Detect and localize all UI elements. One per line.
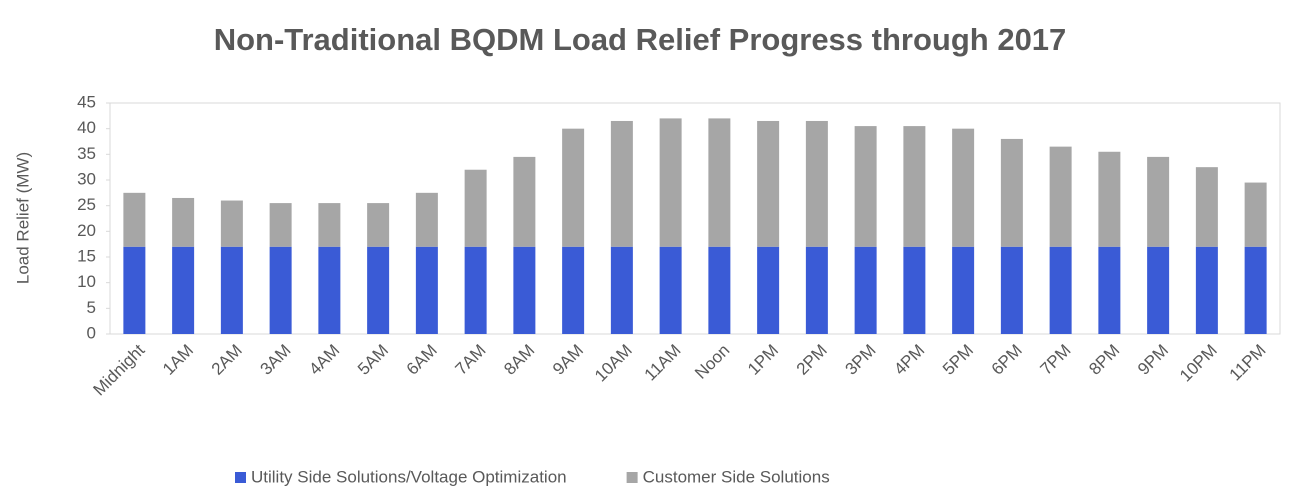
chart-title: Non-Traditional BQDM Load Relief Progres… (214, 22, 1067, 57)
bar-segment (513, 156, 536, 247)
bar-segment (854, 246, 877, 334)
bar-segment (1098, 151, 1121, 247)
x-tick-label: Noon (691, 341, 733, 383)
y-tick-label: 40 (77, 118, 96, 137)
bar-segment (562, 246, 585, 334)
legend-swatch (235, 472, 246, 483)
bar-segment (610, 246, 633, 334)
bar-segment (1195, 246, 1218, 334)
bar-segment (220, 200, 243, 247)
x-tick-label: 11AM (641, 341, 685, 385)
x-tick-label: 9PM (1134, 341, 1172, 379)
legend-label: Customer Side Solutions (643, 467, 830, 486)
x-tick-label: 5PM (939, 341, 977, 379)
bar-segment (1049, 146, 1072, 247)
bar-segment (1147, 246, 1170, 334)
x-tick-label: 4AM (305, 341, 343, 379)
y-tick-label: 20 (77, 221, 96, 240)
bar-segment (220, 246, 243, 334)
bar-segment (1244, 182, 1267, 247)
bar-segment (1000, 246, 1023, 334)
bar-segment (903, 246, 926, 334)
x-tick-label: 4PM (890, 341, 928, 379)
bar-segment (513, 246, 536, 334)
x-tick-label: 5AM (354, 341, 392, 379)
y-tick-label: 30 (77, 169, 96, 188)
bar-segment (367, 203, 390, 247)
bar-segment (659, 246, 682, 334)
bar-segment (659, 118, 682, 247)
x-tick-label: 10PM (1176, 341, 1221, 386)
bar-segment (172, 197, 195, 247)
x-tick-label: 7AM (451, 341, 489, 379)
x-tick-label: 6PM (988, 341, 1026, 379)
x-tick-label: 2PM (793, 341, 831, 379)
x-tick-label: 6AM (403, 341, 441, 379)
bar-segment (123, 246, 146, 334)
bar-segment (1098, 246, 1121, 334)
bar-segment (952, 246, 975, 334)
x-tick-label: 2AM (208, 341, 246, 379)
x-tick-label: 1PM (744, 341, 782, 379)
bar-segment (415, 192, 438, 247)
bar-segment (318, 203, 341, 247)
bar-segment (1195, 167, 1218, 247)
bar-segment (854, 126, 877, 247)
y-tick-label: 25 (77, 195, 96, 214)
y-tick-label: 10 (77, 272, 96, 291)
bar-segment (805, 120, 828, 247)
x-tick-label: 3AM (256, 341, 294, 379)
x-tick-label: Midnight (89, 340, 148, 399)
x-tick-label: 1AM (159, 341, 197, 379)
bar-segment (269, 246, 292, 334)
bar-segment (1244, 246, 1267, 334)
y-tick-label: 5 (87, 298, 96, 317)
x-tick-label: 7PM (1036, 341, 1074, 379)
bar-segment (952, 128, 975, 247)
bar-segment (1000, 138, 1023, 247)
y-tick-label: 45 (77, 92, 96, 111)
plot-area (109, 102, 1281, 335)
x-tick-label: 8PM (1085, 341, 1123, 379)
bar-segment (708, 118, 731, 247)
x-tick-label: 10AM (591, 341, 636, 386)
bar-segment (269, 203, 292, 247)
bar-segment (805, 246, 828, 334)
bar-segment (708, 246, 731, 334)
bar-segment (1049, 246, 1072, 334)
bar-segment (318, 246, 341, 334)
legend-label: Utility Side Solutions/Voltage Optimizat… (251, 467, 567, 486)
bar-segment (367, 246, 390, 334)
bar-segment (757, 246, 780, 334)
bar-segment (1147, 156, 1170, 247)
bar-segment (562, 128, 585, 247)
bar-segment (123, 192, 146, 247)
x-tick-label: 11PM (1226, 341, 1270, 385)
bar-segment (172, 246, 195, 334)
y-tick-label: 0 (87, 323, 96, 342)
bar-segment (757, 120, 780, 247)
x-tick-label: 9AM (549, 341, 587, 379)
bar-segment (464, 246, 487, 334)
bar-segment (610, 120, 633, 247)
y-tick-label: 15 (77, 246, 96, 265)
bar-segment (464, 169, 487, 247)
y-tick-label: 35 (77, 144, 96, 163)
x-tick-label: 8AM (500, 341, 538, 379)
legend-swatch (626, 472, 638, 483)
bar-segment (415, 246, 438, 334)
y-axis-label: Load Relief (MW) (13, 152, 32, 284)
x-tick-label: 3PM (841, 341, 879, 379)
bar-segment (903, 126, 926, 247)
